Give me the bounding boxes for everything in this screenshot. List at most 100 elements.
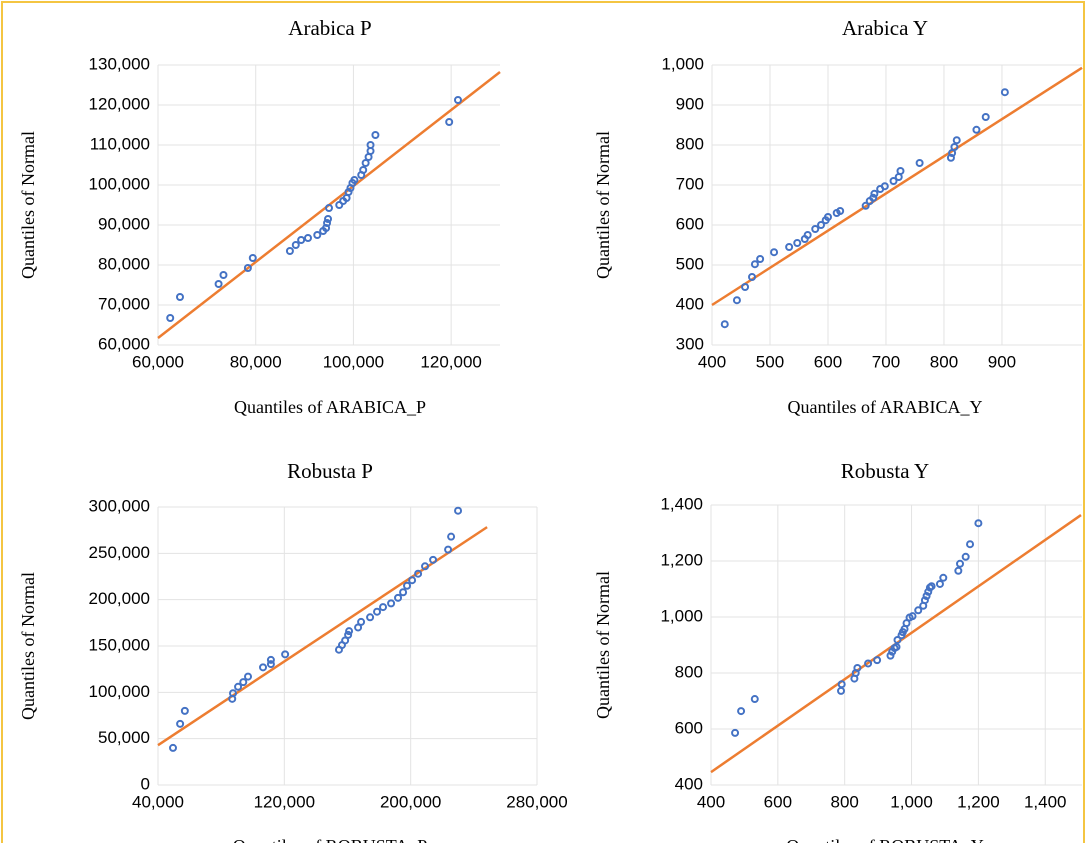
point [922, 592, 931, 600]
chart: Robusta P Quantiles of ROBUSTA_P Quantiles… [18, 459, 568, 843]
point [950, 143, 959, 151]
point [366, 141, 375, 149]
x-tick-label: 600 [764, 792, 792, 811]
point [924, 587, 933, 596]
chart-title: Arabica P [288, 16, 371, 40]
point [359, 166, 368, 174]
point [750, 695, 759, 704]
point [893, 635, 902, 644]
point [244, 672, 253, 681]
x-tick-label: 900 [988, 352, 1016, 371]
point [939, 573, 948, 582]
point [954, 566, 963, 575]
x-tick-label: 200,000 [380, 792, 441, 811]
point [837, 686, 846, 695]
y-tick-label: 80,000 [98, 254, 150, 273]
point [219, 271, 228, 279]
point [920, 596, 929, 605]
point [896, 167, 905, 175]
y-tick-label: 800 [675, 662, 703, 681]
point [297, 236, 306, 244]
x-tick-label: 1,400 [1024, 792, 1067, 811]
point [861, 201, 870, 210]
x-tick-label: 1,200 [957, 792, 1000, 811]
point [445, 118, 454, 126]
y-tick-label: 130,000 [89, 54, 150, 73]
point [952, 136, 961, 145]
x-tick-label: 400 [698, 352, 726, 371]
point [889, 177, 898, 185]
point [285, 247, 294, 255]
point [399, 588, 408, 597]
point [214, 280, 223, 288]
x-tick-label: 100,000 [323, 352, 384, 371]
point [823, 213, 832, 221]
x-axis-title: Quantiles of ARABICA_P [234, 397, 426, 417]
point [732, 296, 741, 305]
reference-line [711, 66, 1083, 307]
point [748, 273, 757, 281]
point [731, 728, 740, 737]
point [259, 663, 268, 672]
point [811, 225, 820, 233]
point [229, 689, 238, 698]
x-tick-label: 60,000 [132, 352, 184, 371]
x-tick-label: 800 [831, 792, 859, 811]
point [785, 243, 794, 251]
y-tick-label: 1,000 [661, 54, 704, 73]
y-tick-label: 900 [676, 94, 704, 113]
point [429, 555, 438, 564]
point [880, 182, 889, 191]
x-tick-label: 700 [872, 352, 900, 371]
point [737, 707, 746, 716]
y-tick-label: 200,000 [89, 589, 150, 608]
y-axis-title: Quantiles of Normal [18, 131, 38, 279]
y-tick-label: 500 [676, 254, 704, 273]
point [175, 293, 184, 301]
point [387, 599, 396, 608]
point [1000, 88, 1009, 97]
point [886, 651, 895, 660]
point [908, 612, 917, 621]
point [817, 221, 826, 229]
y-tick-label: 300,000 [89, 496, 150, 515]
y-tick-label: 300 [676, 334, 704, 353]
point [313, 231, 322, 239]
point [281, 650, 290, 659]
point [837, 680, 846, 689]
y-tick-label: 120,000 [89, 94, 150, 113]
x-axis-title: Quantiles of ROBUSTA_P [233, 836, 428, 843]
point [345, 627, 354, 636]
point [357, 617, 366, 626]
point [266, 660, 275, 669]
y-tick-label: 700 [676, 174, 704, 193]
x-tick-label: 1,000 [890, 792, 933, 811]
point [234, 682, 243, 691]
point [892, 642, 901, 651]
point [915, 159, 924, 167]
point [864, 659, 873, 668]
point [176, 719, 185, 728]
x-tick-label: 40,000 [132, 792, 184, 811]
y-tick-label: 60,000 [98, 334, 150, 353]
reference-line [157, 526, 488, 747]
point [169, 743, 178, 752]
point [266, 655, 275, 664]
y-tick-label: 250,000 [89, 543, 150, 562]
point [243, 264, 252, 272]
point [394, 593, 403, 602]
y-tick-label: 400 [675, 774, 703, 793]
y-tick-label: 100,000 [89, 174, 150, 193]
y-tick-label: 70,000 [98, 294, 150, 313]
point [972, 125, 981, 134]
point [350, 176, 359, 184]
point [914, 606, 923, 615]
point [335, 201, 344, 209]
point [379, 603, 388, 612]
point [741, 283, 750, 291]
point [956, 559, 965, 568]
chart-title: Robusta Y [841, 459, 929, 483]
chart: Arabica P Quantiles of ARABICA_P Quantiles… [18, 16, 501, 417]
point [291, 241, 300, 249]
